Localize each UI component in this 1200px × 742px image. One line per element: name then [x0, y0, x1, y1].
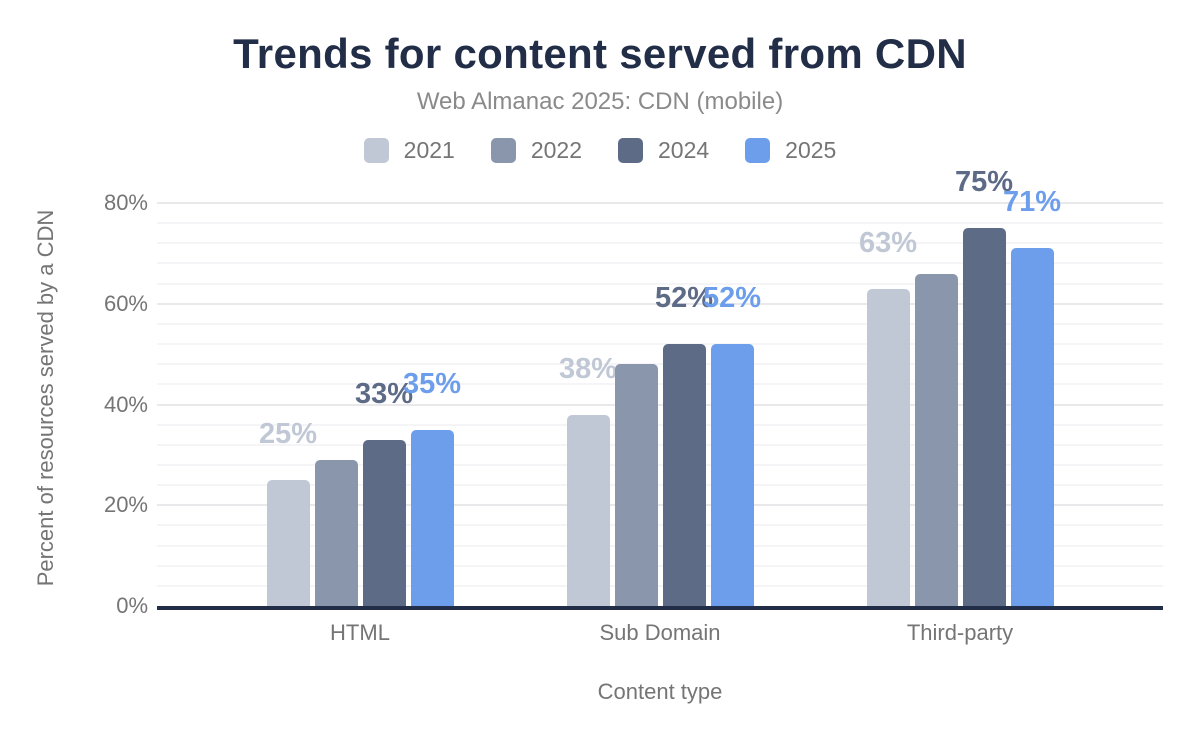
bar-value-label-2025-third-party: 71%: [1002, 186, 1062, 219]
minor-gridline: [157, 524, 1163, 527]
major-gridline: [157, 504, 1163, 507]
chart-title: Trends for content served from CDN: [233, 30, 967, 77]
legend-label-2025: 2025: [785, 137, 837, 163]
category-label-third-party: Third-party: [906, 620, 1014, 645]
bar-value-label-2021-html: 25%: [258, 418, 318, 451]
minor-gridline: [157, 322, 1163, 325]
bar-2022-html[interactable]: [314, 459, 358, 606]
bar-2022-sub-domain[interactable]: [614, 364, 658, 606]
bar-value-label-2025-html: 35%: [402, 367, 462, 400]
x-axis-title-text: Content type: [597, 679, 723, 704]
minor-gridline: [157, 363, 1163, 366]
major-gridline: [157, 302, 1163, 305]
legend-item-2024[interactable]: 2024: [618, 137, 709, 164]
minor-gridline: [157, 282, 1163, 285]
legend-swatch-2022: [490, 138, 516, 163]
minor-gridline: [157, 242, 1163, 245]
minor-gridline: [157, 383, 1163, 386]
chart-legend: 2021 2022 2024 2025: [0, 137, 1200, 164]
bar-2025-third-party[interactable]: [1010, 248, 1054, 606]
y-tick-label-0: 0%: [116, 593, 148, 618]
category-label-html: HTML: [330, 620, 390, 645]
minor-gridline: [157, 584, 1163, 587]
legend-label-2022: 2022: [530, 137, 582, 163]
bar-2024-sub-domain[interactable]: [662, 344, 706, 606]
bar-value-label-2024-html: 33%: [354, 377, 414, 410]
bar-2022-third-party[interactable]: [914, 273, 958, 606]
major-gridline: [157, 202, 1163, 204]
y-tick-label-20: 20%: [103, 492, 148, 518]
bar-value-label-2025-sub-domain: 52%: [702, 282, 762, 315]
major-gridline: [157, 403, 1163, 406]
y-tick-label-60: 60%: [103, 290, 148, 316]
chart-subtitle: Web Almanac 2025: CDN (mobile): [416, 88, 784, 115]
legend-item-2025[interactable]: 2025: [745, 137, 836, 164]
bar-value-label-2024-sub-domain: 52%: [654, 282, 714, 315]
bar-value-label-2024-third-party: 75%: [954, 166, 1014, 199]
legend-swatch-2025: [745, 138, 771, 163]
minor-gridline: [157, 262, 1163, 265]
minor-gridline: [157, 343, 1163, 346]
bar-value-label-2021-third-party: 63%: [858, 226, 918, 259]
legend-label-2024: 2024: [658, 137, 710, 163]
bar-2021-sub-domain[interactable]: [566, 414, 610, 606]
legend-item-2021[interactable]: 2021: [363, 137, 455, 164]
minor-gridline: [157, 222, 1163, 225]
bar-2024-third-party[interactable]: [962, 228, 1006, 606]
minor-gridline: [157, 564, 1163, 567]
legend-swatch-2021: [363, 138, 389, 163]
legend-swatch-2024: [618, 138, 643, 163]
minor-gridline: [157, 544, 1163, 547]
bar-value-label-2021-sub-domain: 38%: [558, 352, 618, 385]
legend-label-2021: 2021: [403, 137, 455, 163]
x-axis-baseline: [157, 606, 1163, 610]
minor-gridline: [157, 463, 1163, 466]
legend-item-2022[interactable]: 2022: [490, 137, 582, 164]
bar-2024-html[interactable]: [362, 439, 406, 606]
y-tick-label-80: 80%: [103, 190, 148, 215]
bar-2021-html[interactable]: [266, 480, 310, 606]
minor-gridline: [157, 484, 1163, 487]
bar-2021-third-party[interactable]: [866, 288, 910, 606]
x-axis-title: Content type: [0, 679, 1200, 705]
category-label-sub-domain: Sub Domain: [599, 620, 721, 645]
minor-gridline: [157, 423, 1163, 426]
y-tick-label-40: 40%: [103, 391, 148, 417]
minor-gridline: [157, 443, 1163, 446]
bar-2025-sub-domain[interactable]: [710, 344, 754, 606]
bar-2025-html[interactable]: [410, 429, 454, 606]
